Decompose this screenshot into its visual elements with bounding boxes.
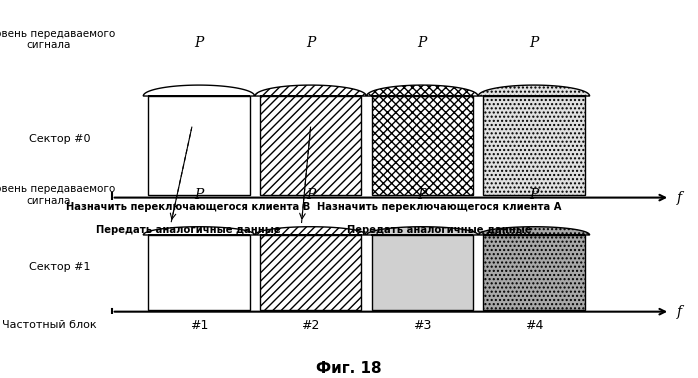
Polygon shape <box>478 85 590 96</box>
Text: P: P <box>194 36 204 50</box>
Bar <box>148 235 249 310</box>
Bar <box>483 96 585 195</box>
Bar <box>260 96 362 195</box>
Text: P: P <box>417 36 427 50</box>
Polygon shape <box>478 227 590 235</box>
Text: #3: #3 <box>413 319 431 332</box>
Polygon shape <box>366 85 478 96</box>
Text: Назначить переключающегося клиента А: Назначить переключающегося клиента А <box>318 202 562 212</box>
Text: f: f <box>677 191 682 204</box>
Bar <box>371 96 473 195</box>
Text: #1: #1 <box>190 319 208 332</box>
Text: Передать аналогичные данные: Передать аналогичные данные <box>348 225 532 234</box>
Bar <box>371 235 473 310</box>
Bar <box>260 235 362 310</box>
Text: P: P <box>306 36 315 50</box>
Text: Частотный блок: Частотный блок <box>1 320 96 330</box>
Polygon shape <box>143 85 255 96</box>
Text: Назначить переключающегося клиента В: Назначить переключающегося клиента В <box>66 202 311 212</box>
Text: Сектор #0: Сектор #0 <box>29 133 91 144</box>
Text: #2: #2 <box>302 319 320 332</box>
Bar <box>148 96 249 195</box>
Text: f: f <box>677 305 682 319</box>
Polygon shape <box>255 85 366 96</box>
Polygon shape <box>366 227 478 235</box>
Polygon shape <box>255 227 366 235</box>
Text: Передать аналогичные данные: Передать аналогичные данные <box>96 225 281 234</box>
Text: Уровень передаваемого
сигнала: Уровень передаваемого сигнала <box>0 29 115 50</box>
Text: P: P <box>529 36 539 50</box>
Text: Фиг. 18: Фиг. 18 <box>316 361 382 376</box>
Bar <box>483 235 585 310</box>
Text: P: P <box>194 187 204 201</box>
Text: Уровень передаваемого
сигнала: Уровень передаваемого сигнала <box>0 184 115 206</box>
Text: #4: #4 <box>525 319 543 332</box>
Polygon shape <box>143 227 255 235</box>
Text: P: P <box>306 187 315 201</box>
Text: P: P <box>417 187 427 201</box>
Text: Сектор #1: Сектор #1 <box>29 262 91 272</box>
Text: P: P <box>529 187 539 201</box>
